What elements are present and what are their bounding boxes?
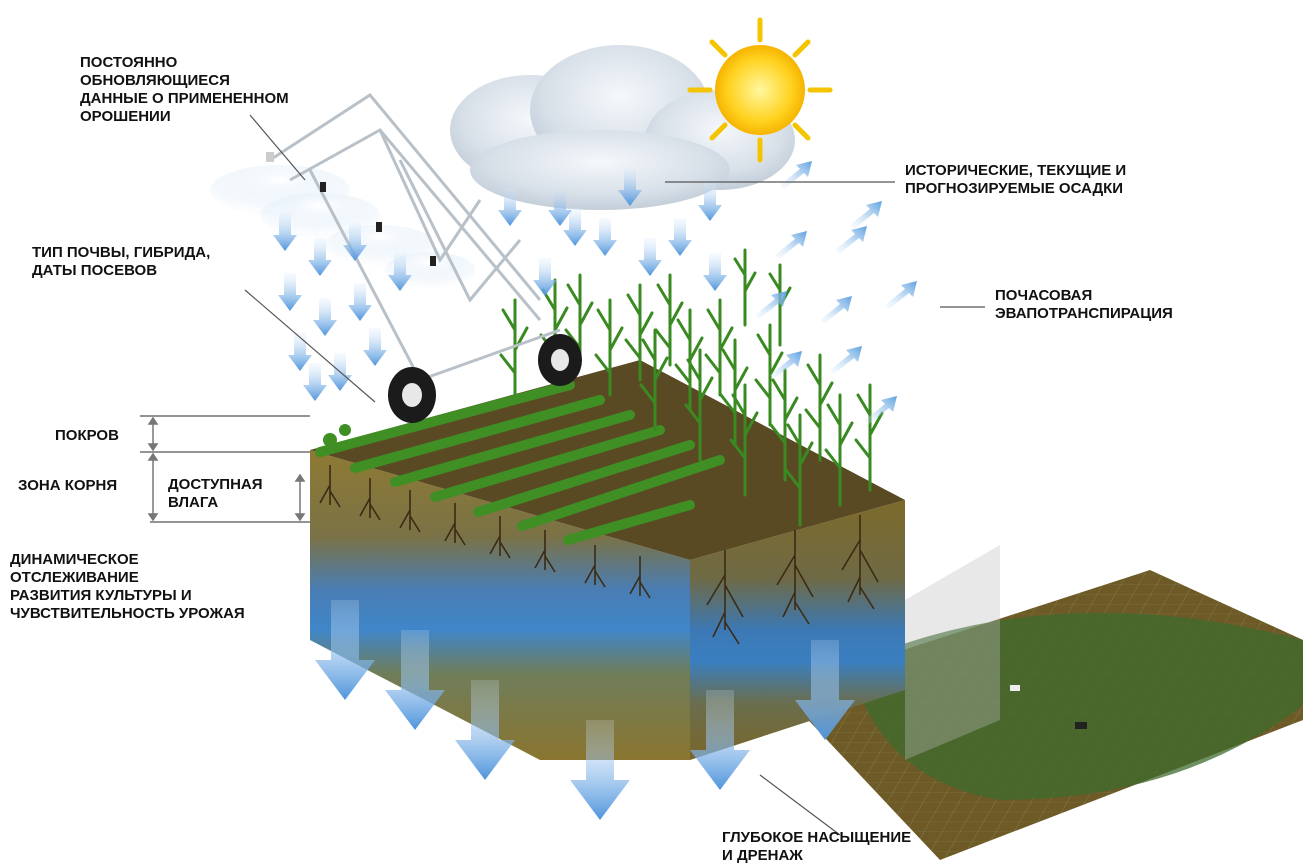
irrigation-label: ПОСТОЯННО ОБНОВЛЯЮЩИЕСЯ ДАННЫЕ О ПРИМЕНЕ…: [80, 54, 289, 125]
label-leader-lines: [140, 114, 985, 836]
soil-type-label: ТИП ПОЧВЫ, ГИБРИДА, ДАТЫ ПОСЕВОВ: [32, 244, 211, 279]
soil-side: [690, 500, 905, 760]
available-moisture-label: ДОСТУПНАЯ ВЛАГА: [168, 476, 263, 511]
soybean-row-icon: [315, 380, 725, 545]
crop-tracking-label: ДИНАМИЧЕСКОЕ ОТСЛЕЖИВАНИЕ РАЗВИТИЯ КУЛЬТ…: [10, 551, 245, 622]
field-map-icon: [780, 545, 1303, 860]
dimension-arrows: [147, 416, 306, 522]
sun-icon: [687, 17, 833, 163]
drainage-label: ГЛУБОКОЕ НАСЫЩЕНИЕ И ДРЕНАЖ: [722, 829, 912, 864]
roots: [319, 465, 879, 645]
precipitation-label: ИСТОРИЧЕСКИЕ, ТЕКУЩИЕ И ПРОГНОЗИРУЕМЫЕ О…: [905, 162, 1127, 197]
evapotranspiration-label: ПОЧАСОВАЯ ЭВАПОТРАНСПИРАЦИЯ: [995, 287, 1173, 322]
root-zone-label: ЗОНА КОРНЯ: [18, 477, 118, 494]
cover-label: ПОКРОВ: [55, 427, 119, 444]
